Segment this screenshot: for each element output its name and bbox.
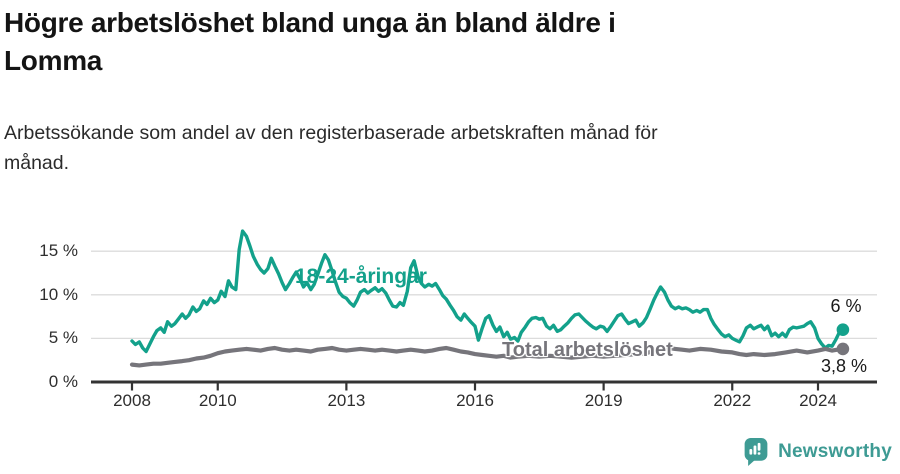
brand-name: Newsworthy (778, 441, 892, 462)
y-tick-label: 15 % (39, 241, 78, 261)
subtitle-line-1: Arbetssökande som andel av den registerb… (4, 122, 658, 144)
series-line-total (129, 345, 846, 368)
x-tick-label: 2016 (456, 391, 494, 410)
x-tick-label: 2019 (584, 391, 623, 410)
end-dot-total (836, 342, 850, 356)
y-tick-label: 0 % (48, 372, 78, 391)
title-line-2: Lomma (4, 45, 103, 76)
y-tick-label: 5 % (48, 328, 78, 348)
x-tick-label: 2024 (799, 391, 837, 410)
series-line-youth (130, 229, 845, 354)
x-tick-label: 2008 (113, 391, 151, 410)
x-tick-label: 2010 (198, 391, 237, 410)
newsworthy-logo[interactable]: Newsworthy (742, 436, 892, 468)
newsworthy-icon (744, 438, 768, 466)
page-title: Högre arbetslöshet bland unga än bland ä… (4, 4, 864, 80)
end-dot-youth (836, 323, 850, 337)
x-tick-label: 2022 (713, 391, 752, 410)
subtitle-line-2: månad. (4, 152, 70, 174)
end-value-youth: 6 % (830, 296, 862, 316)
title-line-1: Högre arbetslöshet bland unga än bland ä… (4, 7, 616, 38)
series-label-youth: 18-24-åringar (295, 265, 427, 288)
series-label-total: Total arbetslöshet (502, 339, 673, 361)
y-tick-label: 10 % (39, 284, 78, 304)
x-tick-label: 2013 (327, 391, 366, 410)
chart-subtitle: Arbetssökande som andel av den registerb… (4, 118, 844, 178)
end-value-total: 3,8 % (820, 356, 868, 376)
